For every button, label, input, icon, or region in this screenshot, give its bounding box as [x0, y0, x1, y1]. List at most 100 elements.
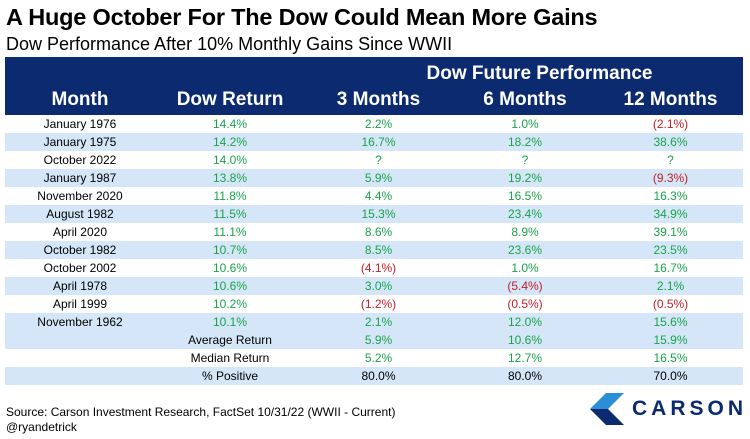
carson-wordmark: CARSON [632, 397, 748, 420]
table-row: April 2020 11.1% 8.6% 8.9% 39.1% [5, 223, 743, 241]
cell-month: October 2022 [43, 153, 117, 167]
cell-6-months: 1.0% [511, 261, 539, 275]
source-note: Source: Carson Investment Research, Fact… [6, 405, 396, 419]
table-row: October 2022 14.0%??? [5, 151, 743, 169]
cell-6-months: (5.4%) [507, 279, 543, 293]
cell-12-months: 15.6% [653, 315, 688, 329]
table-header: Dow Future Performance Month Dow Return … [5, 57, 743, 115]
table-row: August 1982 11.5% 15.3% 23.4% 34.9% [5, 205, 743, 223]
cell-12-months: ? [667, 153, 674, 167]
cell-3-months: 16.7% [361, 135, 396, 149]
cell-6-months: 18.2% [507, 135, 543, 149]
summary-row: Median Return 5.2% 12.7% 16.5% [5, 349, 743, 367]
cell-dow-return: 11.5% [213, 207, 247, 221]
cell-dow-return: 14.0% [212, 153, 248, 167]
carson-chevron-icon [590, 393, 624, 425]
summary-spacer [5, 367, 155, 385]
cell-3-months: ? [375, 153, 382, 167]
summary-12-months: 70.0% [653, 369, 688, 383]
cell-6-months: 8.9% [511, 225, 539, 239]
cell-dow-return: 10.7% [212, 243, 248, 257]
cell-6-months: 16.5% [507, 189, 543, 203]
cell-12-months: (9.3%) [652, 171, 689, 185]
summary-row: Average Return 5.9% 10.6% 15.9% [5, 331, 743, 349]
cell-month: October 2002 [43, 261, 117, 275]
cell-6-months: 23.6% [507, 243, 543, 257]
cell-dow-return: 11.8% [213, 189, 247, 203]
cell-12-months: 34.9% [653, 207, 688, 221]
cell-month: April 1978 [52, 279, 108, 293]
cell-dow-return: 14.2% [212, 135, 248, 149]
cell-12-months: 16.7% [653, 261, 688, 275]
col-header-12-months: 12 Months [623, 89, 718, 110]
cell-6-months: 1.0% [511, 117, 539, 131]
cell-month: November 2020 [37, 189, 123, 203]
performance-table: Dow Future Performance Month Dow Return … [5, 57, 743, 385]
cell-month: November 1962 [37, 315, 123, 329]
cell-12-months: 16.3% [653, 189, 688, 203]
cell-dow-return: 10.6% [212, 261, 248, 275]
cell-6-months: 19.2% [507, 171, 543, 185]
summary-6-months: 12.7% [507, 351, 543, 365]
cell-6-months: 23.4% [507, 207, 543, 221]
cell-12-months: 23.5% [653, 243, 688, 257]
summary-12-months: 16.5% [653, 351, 688, 365]
summary-label: Average Return [188, 333, 272, 347]
cell-3-months: (1.2%) [360, 297, 397, 311]
author-handle: @ryandetrick [6, 420, 77, 434]
table-row: April 1999 10.2% (1.2%) (0.5%) (0.5%) [5, 295, 743, 313]
summary-3-months: 5.9% [364, 333, 393, 347]
table-row: January 1976 14.4% 2.2% 1.0% (2.1%) [5, 115, 743, 133]
table-row: April 1978 10.6% 3.0% (5.4%) 2.1% [5, 277, 743, 295]
table-summary: Average Return 5.9% 10.6% 15.9% Median Retur… [5, 331, 743, 385]
cell-dow-return: 11.1% [213, 225, 247, 239]
summary-3-months: 5.2% [364, 351, 393, 365]
cell-12-months: 39.1% [653, 225, 688, 239]
summary-12-months: 15.9% [653, 333, 688, 347]
cell-3-months: 5.9% [364, 171, 393, 185]
future-performance-group-header: Dow Future Performance [426, 63, 653, 84]
cell-12-months: (0.5%) [652, 297, 689, 311]
summary-3-months: 80.0% [361, 369, 396, 383]
table-row: October 1982 10.7% 8.5% 23.6% 23.5% [5, 241, 743, 259]
summary-spacer [5, 349, 155, 367]
col-header-dow-return: Dow Return [176, 89, 284, 110]
cell-dow-return: 10.2% [212, 297, 248, 311]
table-row: January 1975 14.2% 16.7% 18.2% 38.6% [5, 133, 743, 151]
cell-12-months: 38.6% [653, 135, 688, 149]
cell-3-months: 8.5% [364, 243, 393, 257]
table-row: November 2020 11.8% 4.4% 16.5% 16.3% [5, 187, 743, 205]
cell-dow-return: 10.6% [212, 279, 248, 293]
table-row: November 1962 10.1% 2.1% 12.0% 15.6% [5, 313, 743, 331]
summary-label: Median Return [190, 351, 270, 365]
cell-3-months: 2.1% [364, 315, 393, 329]
cell-3-months: 15.3% [361, 207, 396, 221]
col-header-6-months: 6 Months [483, 89, 567, 110]
table-row: October 2002 10.6% (4.1%) 1.0% 16.7% [5, 259, 743, 277]
cell-3-months: 4.4% [364, 189, 393, 203]
table-row: January 1987 13.8% 5.9% 19.2% (9.3%) [5, 169, 743, 187]
col-header-3-months: 3 Months [336, 89, 421, 110]
cell-3-months: 2.2% [364, 117, 393, 131]
cell-month: January 1975 [43, 135, 117, 149]
table-body: January 1976 14.4% 2.2% 1.0% (2.1%) January 1… [5, 115, 743, 331]
summary-6-months: 80.0% [507, 369, 543, 383]
cell-month: January 1987 [43, 171, 117, 185]
cell-month: April 1999 [52, 297, 108, 311]
col-header-month: Month [51, 89, 109, 110]
cell-month: January 1976 [43, 117, 117, 131]
cell-12-months: 2.1% [656, 279, 685, 293]
cell-6-months: ? [521, 153, 529, 167]
page-subtitle: Dow Performance After 10% Monthly Gains … [6, 34, 453, 54]
summary-spacer [5, 331, 155, 349]
cell-6-months: (0.5%) [507, 297, 543, 311]
cell-dow-return: 14.4% [212, 117, 248, 131]
summary-row: % Positive 80.0% 80.0% 70.0% [5, 367, 743, 385]
cell-month: October 1982 [43, 243, 117, 257]
cell-3-months: 3.0% [364, 279, 393, 293]
summary-label: % Positive [201, 369, 259, 383]
cell-month: August 1982 [46, 207, 114, 221]
cell-dow-return: 13.8% [212, 171, 248, 185]
cell-month: April 2020 [52, 225, 108, 239]
cell-3-months: 8.6% [364, 225, 393, 239]
